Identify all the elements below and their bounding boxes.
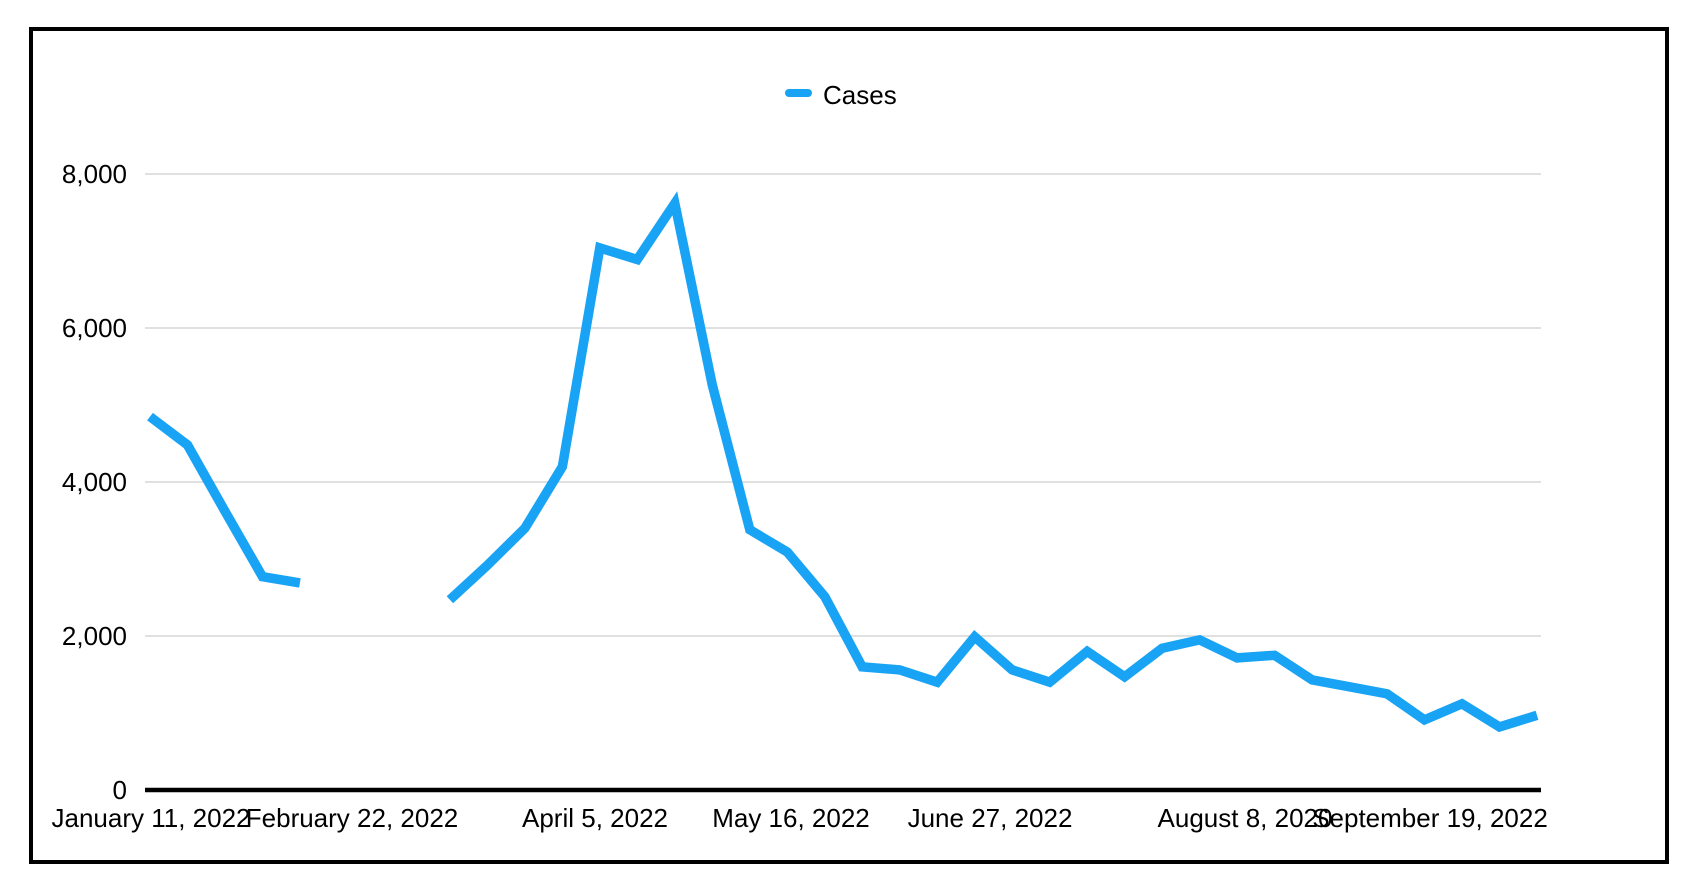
x-tick-label: August 8, 2020 [1158,803,1333,833]
legend-cases-line-swatch [785,89,812,97]
legend-cases-label: Cases [823,80,897,110]
y-tick-label: 6,000 [62,313,127,343]
y-tick-label: 2,000 [62,621,127,651]
y-tick-label: 4,000 [62,467,127,497]
gridlines [145,173,1541,637]
chart-frame [29,27,1669,864]
cases-line-segment [446,191,1539,733]
y-axis-tick-labels: 8,000 6,000 4,000 2,000 0 [62,159,127,805]
x-tick-label: June 27, 2022 [908,803,1073,833]
y-tick-label: 8,000 [62,159,127,189]
legend: Cases [785,80,897,110]
y-tick-label: 0 [113,775,127,805]
x-tick-label: May 16, 2022 [712,803,870,833]
x-tick-label: February 22, 2022 [246,803,458,833]
x-tick-label: April 5, 2022 [522,803,668,833]
x-tick-label: September 19, 2022 [1312,803,1548,833]
cases-line-series [147,191,1539,733]
x-tick-label: January 11, 2022 [52,803,251,833]
cases-line-segment [147,412,301,588]
